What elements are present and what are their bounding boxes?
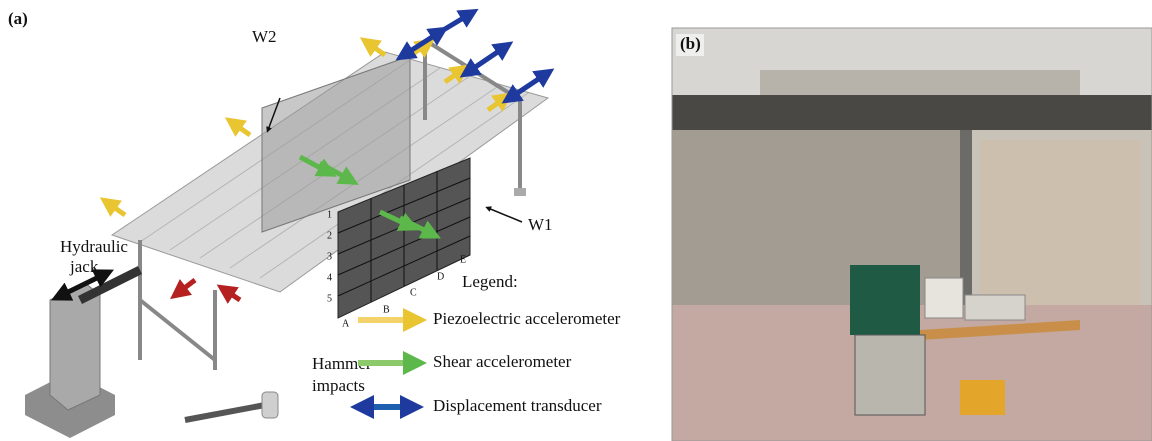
- jack-label: Hydraulic: [60, 237, 128, 256]
- jack-label: jack: [69, 257, 99, 276]
- legend-item: Displacement transducer: [433, 396, 602, 415]
- row-label: 3: [327, 251, 332, 262]
- row-label: 2: [327, 230, 332, 241]
- column-label: C: [410, 287, 417, 298]
- row-label: 4: [327, 272, 332, 283]
- legend-title: Legend:: [462, 272, 518, 291]
- panel-b-photo: (b): [672, 28, 1152, 441]
- column-label: D: [437, 271, 444, 282]
- row-label: 1: [327, 209, 332, 220]
- column-label: A: [342, 318, 350, 329]
- row-label: 5: [327, 293, 332, 304]
- wall-label: W2: [252, 27, 277, 46]
- panel-label: (b): [680, 34, 701, 53]
- jack-column: [50, 283, 100, 410]
- column-label: E: [460, 254, 466, 265]
- column-label: B: [383, 304, 390, 315]
- figure: (a): [0, 0, 1152, 441]
- wall-label: W1: [528, 215, 553, 234]
- legend-item: Piezoelectric accelerometer: [433, 309, 621, 328]
- column-base: [514, 188, 526, 196]
- legend-item: Shear accelerometer: [433, 352, 572, 371]
- hammer-head: [262, 392, 278, 418]
- panel-label: (a): [8, 9, 28, 28]
- legend: Legend: Piezoelectric accelerometer Shea…: [358, 272, 621, 415]
- hammer-handle: [185, 405, 265, 420]
- hammer-label: impacts: [312, 376, 365, 395]
- panel-a: (a): [8, 9, 621, 438]
